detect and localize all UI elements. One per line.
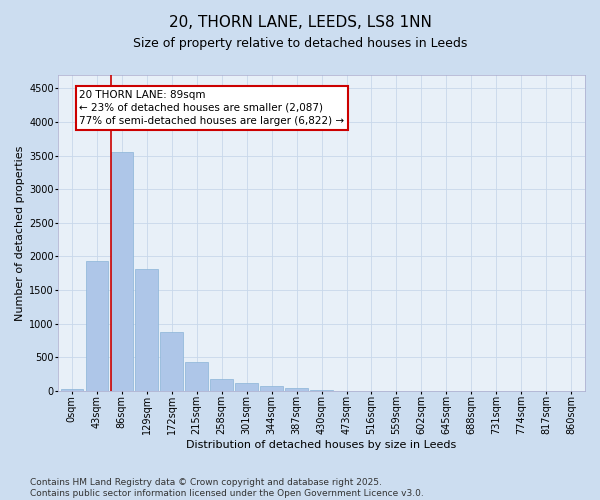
- Text: Size of property relative to detached houses in Leeds: Size of property relative to detached ho…: [133, 38, 467, 51]
- Text: 20, THORN LANE, LEEDS, LS8 1NN: 20, THORN LANE, LEEDS, LS8 1NN: [169, 15, 431, 30]
- Y-axis label: Number of detached properties: Number of detached properties: [15, 146, 25, 320]
- Bar: [136, 268, 158, 391]
- Text: Contains HM Land Registry data © Crown copyright and database right 2025.
Contai: Contains HM Land Registry data © Crown c…: [30, 478, 424, 498]
- Bar: [160, 332, 183, 391]
- Bar: [185, 362, 208, 391]
- Bar: [110, 152, 133, 391]
- Bar: [211, 379, 233, 391]
- Bar: [310, 390, 333, 391]
- X-axis label: Distribution of detached houses by size in Leeds: Distribution of detached houses by size …: [187, 440, 457, 450]
- Bar: [260, 386, 283, 391]
- Bar: [86, 261, 108, 391]
- Text: 20 THORN LANE: 89sqm
← 23% of detached houses are smaller (2,087)
77% of semi-de: 20 THORN LANE: 89sqm ← 23% of detached h…: [79, 90, 344, 126]
- Bar: [286, 388, 308, 391]
- Bar: [61, 389, 83, 391]
- Bar: [235, 383, 258, 391]
